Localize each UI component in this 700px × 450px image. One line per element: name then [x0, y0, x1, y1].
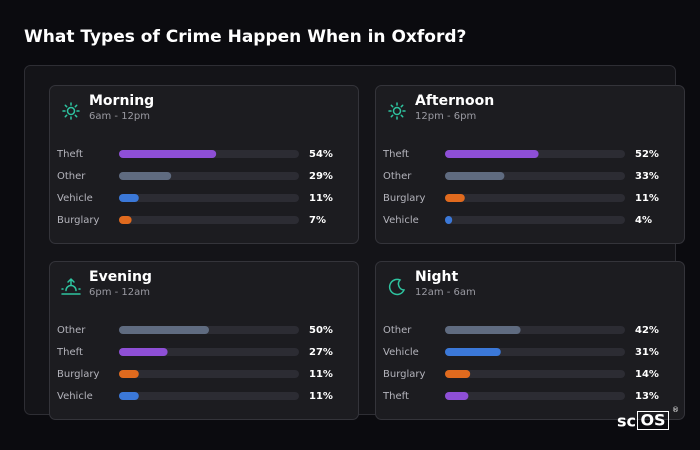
panel-name: Afternoon — [415, 93, 494, 109]
brand-mark: ® — [672, 406, 679, 414]
icons — [61, 102, 406, 296]
value-label: 33% — [635, 171, 659, 182]
bar-track — [119, 194, 299, 202]
bar-track — [119, 392, 299, 400]
value-label: 11% — [309, 193, 333, 204]
sun-icon — [62, 102, 80, 120]
category-label: Other — [57, 325, 86, 336]
brand-boxed: OS — [640, 411, 665, 430]
brand: sc OS ® — [617, 406, 679, 431]
bar-track — [119, 370, 299, 378]
category-label: Vehicle — [383, 347, 419, 358]
value-label: 11% — [309, 369, 333, 380]
value-label: 29% — [309, 171, 333, 182]
panel: Night 12am - 6am Other 42% Vehicle 31% Burglar… — [375, 261, 685, 420]
category-label: Theft — [382, 391, 409, 402]
bar — [119, 370, 139, 378]
category-label: Other — [383, 325, 412, 336]
category-label: Burglary — [383, 193, 425, 204]
panel: Morning 6am - 12pm Theft 54% Other 29% Vehicle… — [49, 85, 359, 244]
category-label: Vehicle — [383, 215, 419, 226]
bar-track — [445, 392, 625, 400]
value-label: 52% — [635, 149, 659, 160]
bar — [445, 194, 465, 202]
brand-prefix: sc — [617, 412, 636, 431]
panels: Morning 6am - 12pm Theft 54% Other 29% Vehicle… — [49, 85, 685, 420]
bar — [119, 326, 209, 334]
panel-time: 12am - 6am — [415, 287, 476, 298]
value-label: 14% — [635, 369, 659, 380]
bar — [119, 172, 172, 180]
title: What Types of Crime Happen When in Oxfor… — [24, 27, 466, 47]
category-label: Burglary — [383, 369, 425, 380]
panel-background — [375, 85, 685, 244]
bar — [445, 150, 539, 158]
bar — [119, 392, 139, 400]
value-label: 7% — [309, 215, 326, 226]
category-label: Other — [57, 171, 86, 182]
bar — [119, 348, 168, 356]
bar-track — [119, 216, 299, 224]
value-label: 31% — [635, 347, 659, 358]
bar-track — [445, 194, 625, 202]
panel-name: Evening — [89, 269, 152, 285]
category-label: Burglary — [57, 369, 99, 380]
panel-background — [49, 261, 359, 420]
brand-box — [637, 411, 669, 430]
value-label: 42% — [635, 325, 659, 336]
category-label: Burglary — [57, 215, 99, 226]
category-label: Theft — [56, 347, 83, 358]
panel-name: Night — [415, 269, 459, 285]
bar — [445, 172, 505, 180]
panel-background — [49, 85, 359, 244]
panel-time: 6am - 12pm — [89, 111, 150, 122]
value-label: 54% — [309, 149, 333, 160]
bar — [119, 194, 139, 202]
category-label: Vehicle — [57, 193, 93, 204]
bar-track — [445, 370, 625, 378]
panel-time: 12pm - 6pm — [415, 111, 476, 122]
value-label: 11% — [635, 193, 659, 204]
category-label: Theft — [382, 149, 409, 160]
value-label: 27% — [309, 347, 333, 358]
value-label: 4% — [635, 215, 652, 226]
value-label: 11% — [309, 391, 333, 402]
value-label: 13% — [635, 391, 659, 402]
bar-track — [445, 216, 625, 224]
panel: Afternoon 12pm - 6pm Theft 52% Other 33% Burgl… — [375, 85, 685, 244]
moon-icon — [388, 278, 406, 296]
category-label: Other — [383, 171, 412, 182]
panel-name: Morning — [89, 93, 154, 109]
category-label: Vehicle — [57, 391, 93, 402]
bar — [445, 216, 453, 224]
panel-time: 6pm - 12am — [89, 287, 150, 298]
bar — [119, 150, 217, 158]
panel: Evening 6pm - 12am Other 50% Theft 27% Burglar… — [49, 261, 359, 420]
sunrise-icon — [61, 277, 81, 295]
bar — [119, 216, 132, 224]
bar — [445, 370, 471, 378]
bar — [445, 326, 521, 334]
panel-background — [375, 261, 685, 420]
bar — [445, 392, 469, 400]
bar — [445, 348, 501, 356]
value-label: 50% — [309, 325, 333, 336]
category-label: Theft — [56, 149, 83, 160]
sun-icon — [388, 102, 406, 120]
